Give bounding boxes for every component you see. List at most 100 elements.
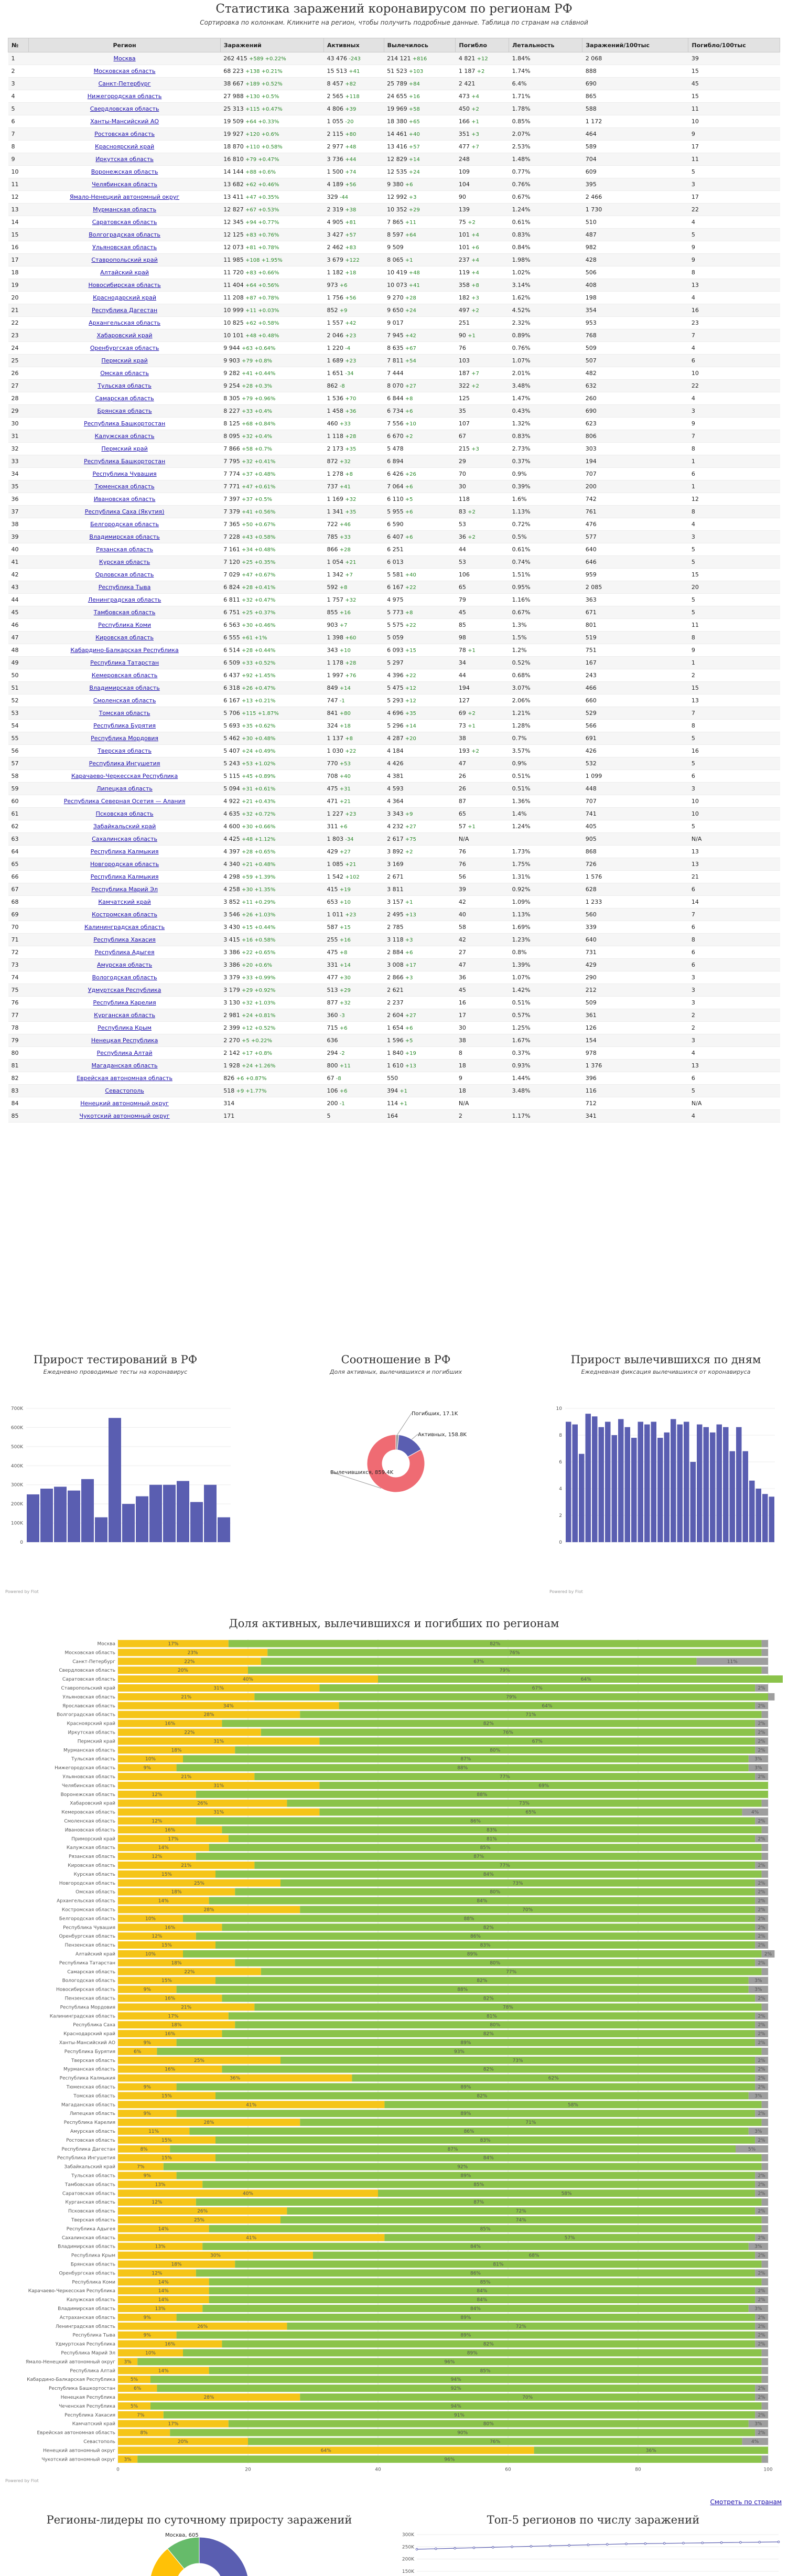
table-row[interactable]: 61 Псковская область 4 635 +32 +0.72% 1 227… [8, 807, 780, 820]
region-link[interactable]: Ульяновская область [92, 244, 157, 251]
region-link[interactable]: Волгоградская область [89, 231, 160, 238]
table-row[interactable]: 40 Рязанская область 7 161 +34 +0.48% 866 +… [8, 543, 780, 556]
region-link[interactable]: Севастополь [105, 1087, 144, 1094]
column-header[interactable]: № [7, 38, 29, 52]
region-link[interactable]: Ненецкая Республика [91, 1037, 158, 1044]
table-row[interactable]: 19 Новосибирская область 11 404 +64 +0.56%… [8, 279, 780, 292]
region-link[interactable]: Ивановская область [93, 496, 156, 503]
table-row[interactable]: 25 Пермский край 9 903 +79 +0.8% 1 689 +23 7… [8, 354, 780, 367]
table-row[interactable]: 75 Удмуртская Республика 3 179 +29 +0.92% 5… [8, 984, 780, 997]
table-row[interactable]: 17 Ставропольский край 11 985 +108 +1.95% 3… [8, 253, 780, 266]
region-link[interactable]: Республика Тыва [98, 584, 151, 591]
region-link[interactable]: Калужская область [94, 433, 155, 440]
region-link[interactable]: Республика Адыгея [94, 949, 155, 956]
region-link[interactable]: Брянская область [97, 408, 152, 414]
column-header[interactable]: Заражений/100тыс [582, 38, 689, 52]
region-link[interactable]: Республика Калмыкия [90, 848, 159, 855]
table-row[interactable]: 1 Москва 262 415 +589 +0.22% 43 476 -243 214… [8, 52, 780, 65]
column-header[interactable]: Погибло [455, 38, 510, 52]
table-row[interactable]: 11 Челябинская область 13 682 +62 +0.46% 4 … [8, 178, 780, 191]
region-link[interactable]: Удмуртская Республика [88, 987, 161, 993]
region-link[interactable]: Владимирская область [89, 533, 160, 540]
table-row[interactable]: 58 Карачаево-Черкесская Республика 5 115 +… [8, 769, 780, 783]
region-link[interactable]: Новгородская область [90, 861, 159, 868]
region-link[interactable]: Республика Марий Эл [91, 886, 158, 893]
region-link[interactable]: Саратовская область [92, 219, 157, 226]
region-link[interactable]: Чукотский автономный округ [79, 1113, 170, 1119]
region-link[interactable]: Республика Саха (Якутия) [84, 508, 165, 515]
region-link[interactable]: Пермский край [101, 445, 148, 452]
table-row[interactable]: 81 Магаданская область 1 928 +24 +1.26% 800… [8, 1059, 780, 1072]
region-link[interactable]: Республика Мордовия [91, 735, 158, 742]
region-link[interactable]: Ямало-Ненецкий автономный округ [70, 194, 180, 200]
region-link[interactable]: Владимирская область [89, 685, 160, 691]
region-link[interactable]: Ростовская область [94, 131, 155, 137]
table-row[interactable]: 60 Республика Северная Осетия — Алания 4 9… [8, 795, 780, 808]
region-link[interactable]: Республика Татарстан [90, 659, 159, 666]
region-link[interactable]: Республика Ингушетия [89, 760, 160, 767]
region-link[interactable]: Московская область [93, 68, 156, 74]
region-link[interactable]: Тамбовская область [93, 609, 156, 616]
region-link[interactable]: Амурская область [97, 961, 153, 968]
table-row[interactable]: 51 Владимирская область 6 318 +26 +0.47% 84… [8, 681, 780, 694]
table-row[interactable]: 37 Республика Саха (Якутия) 7 379 +41 +0.5… [8, 505, 780, 518]
region-link[interactable]: Вологодская область [92, 974, 157, 981]
region-link[interactable]: Калининградская область [84, 924, 165, 931]
region-link[interactable]: Смоленская область [93, 697, 156, 704]
table-row[interactable]: 84 Ненецкий автономный округ 314 200 -1 114 … [8, 1097, 780, 1110]
table-row[interactable]: 8 Красноярский край 18 870 +110 +0.58% 2 97… [8, 140, 780, 153]
table-row[interactable]: 22 Архангельская область 10 825 +62 +0.58%… [8, 316, 780, 329]
table-row[interactable]: 48 Кабардино-Балкарская Республика 6 514 +… [8, 644, 780, 657]
region-link[interactable]: Еврейская автономная область [77, 1075, 172, 1082]
region-link[interactable]: Ленинградская область [88, 596, 161, 603]
table-row[interactable]: 10 Воронежская область 14 144 +88 +0.6% 1 5… [8, 165, 780, 178]
table-row[interactable]: 65 Новгородская область 4 340 +21 +0.48% 1 … [8, 858, 780, 871]
table-row[interactable]: 46 Республика Коми 6 563 +30 +0.46% 903 +7 5… [8, 618, 780, 632]
table-row[interactable]: 38 Белгородская область 7 365 +50 +0.67% 72… [8, 518, 780, 531]
table-row[interactable]: 16 Ульяновская область 12 073 +81 +0.78% 2 … [8, 241, 780, 254]
table-row[interactable]: 59 Липецкая область 5 094 +31 +0.61% 475 +3… [8, 782, 780, 795]
table-row[interactable]: 7 Ростовская область 19 927 +120 +0.6% 2 11… [8, 127, 780, 141]
region-link[interactable]: Костромская область [92, 911, 157, 918]
region-link[interactable]: Москва [113, 55, 136, 62]
table-row[interactable]: 30 Республика Башкортостан 8 125 +68 +0.84… [8, 417, 780, 430]
table-row[interactable]: 64 Республика Калмыкия 4 397 +28 +0.65% 429… [8, 845, 780, 858]
table-row[interactable]: 56 Тверская область 5 407 +24 +0.49% 1 030 … [8, 744, 780, 757]
table-row[interactable]: 54 Республика Бурятия 5 693 +35 +0.62% 324 … [8, 719, 780, 732]
region-link[interactable]: Республика Чувашия [92, 471, 157, 477]
region-link[interactable]: Хабаровский край [96, 332, 153, 339]
region-link[interactable]: Республика Дагестан [91, 307, 158, 314]
table-row[interactable]: 63 Сахалинская область 4 425 +48 +1.12% 1 8… [8, 832, 780, 846]
table-row[interactable]: 66 Республика Калмыкия 4 298 +59 +1.39% 1 5… [8, 870, 780, 883]
table-row[interactable]: 68 Камчатский край 3 852 +11 +0.29% 653 +10… [8, 895, 780, 908]
table-row[interactable]: 77 Курганская область 2 981 +24 +0.81% 360 … [8, 1009, 780, 1022]
region-link[interactable]: Республика Коми [98, 622, 152, 628]
region-link[interactable]: Тульская область [98, 382, 152, 389]
region-link[interactable]: Липецкая область [96, 785, 153, 792]
table-row[interactable]: 14 Саратовская область 12 345 +94 +0.77% 4 … [8, 216, 780, 229]
table-row[interactable]: 70 Калининградская область 3 430 +15 +0.44… [8, 921, 780, 934]
region-link[interactable]: Пермский край [101, 357, 148, 364]
table-row[interactable]: 32 Пермский край 7 866 +58 +0.7% 2 173 +35 5… [8, 442, 780, 455]
table-row[interactable]: 42 Орловская область 7 029 +47 +0.67% 1 342… [8, 568, 780, 581]
table-row[interactable]: 26 Омская область 9 282 +41 +0.44% 1 651 -3… [8, 367, 780, 380]
region-link[interactable]: Архангельская область [89, 319, 160, 326]
region-link[interactable]: Сахалинская область [92, 836, 157, 842]
table-row[interactable]: 31 Калужская область 8 095 +32 +0.4% 1 118 … [8, 430, 780, 443]
region-link[interactable]: Тюменская область [94, 483, 155, 490]
table-row[interactable]: 52 Смоленская область 6 167 +13 +0.21% 747 … [8, 694, 780, 707]
table-row[interactable]: 47 Кировская область 6 555 +61 +1% 1 398 +6… [8, 631, 780, 644]
table-row[interactable]: 41 Курская область 7 120 +25 +0.35% 1 054 +… [8, 555, 780, 569]
region-link[interactable]: Псковская область [95, 810, 154, 817]
table-row[interactable]: 2 Московская область 68 223 +138 +0.21% 15 … [8, 65, 780, 78]
table-row[interactable]: 53 Томская область 5 706 +115 +1.87% 841 +8… [8, 707, 780, 720]
table-row[interactable]: 73 Амурская область 3 386 +20 +0.6% 331 +14… [8, 958, 780, 971]
region-link[interactable]: Кабардино-Балкарская Республика [70, 647, 179, 654]
table-row[interactable]: 76 Республика Карелия 3 130 +32 +1.03% 877 … [8, 996, 780, 1009]
region-link[interactable]: Нижегородская область [87, 93, 162, 100]
table-row[interactable]: 78 Республика Крым 2 399 +12 +0.52% 715 +6 1… [8, 1021, 780, 1034]
table-row[interactable]: 20 Краснодарский край 11 208 +87 +0.78% 1 7… [8, 291, 780, 304]
region-link[interactable]: Ставропольский край [91, 256, 158, 263]
table-row[interactable]: 44 Ленинградская область 6 811 +32 +0.47% 1… [8, 593, 780, 606]
table-row[interactable]: 21 Республика Дагестан 10 999 +11 +0.03% 85… [8, 304, 780, 317]
